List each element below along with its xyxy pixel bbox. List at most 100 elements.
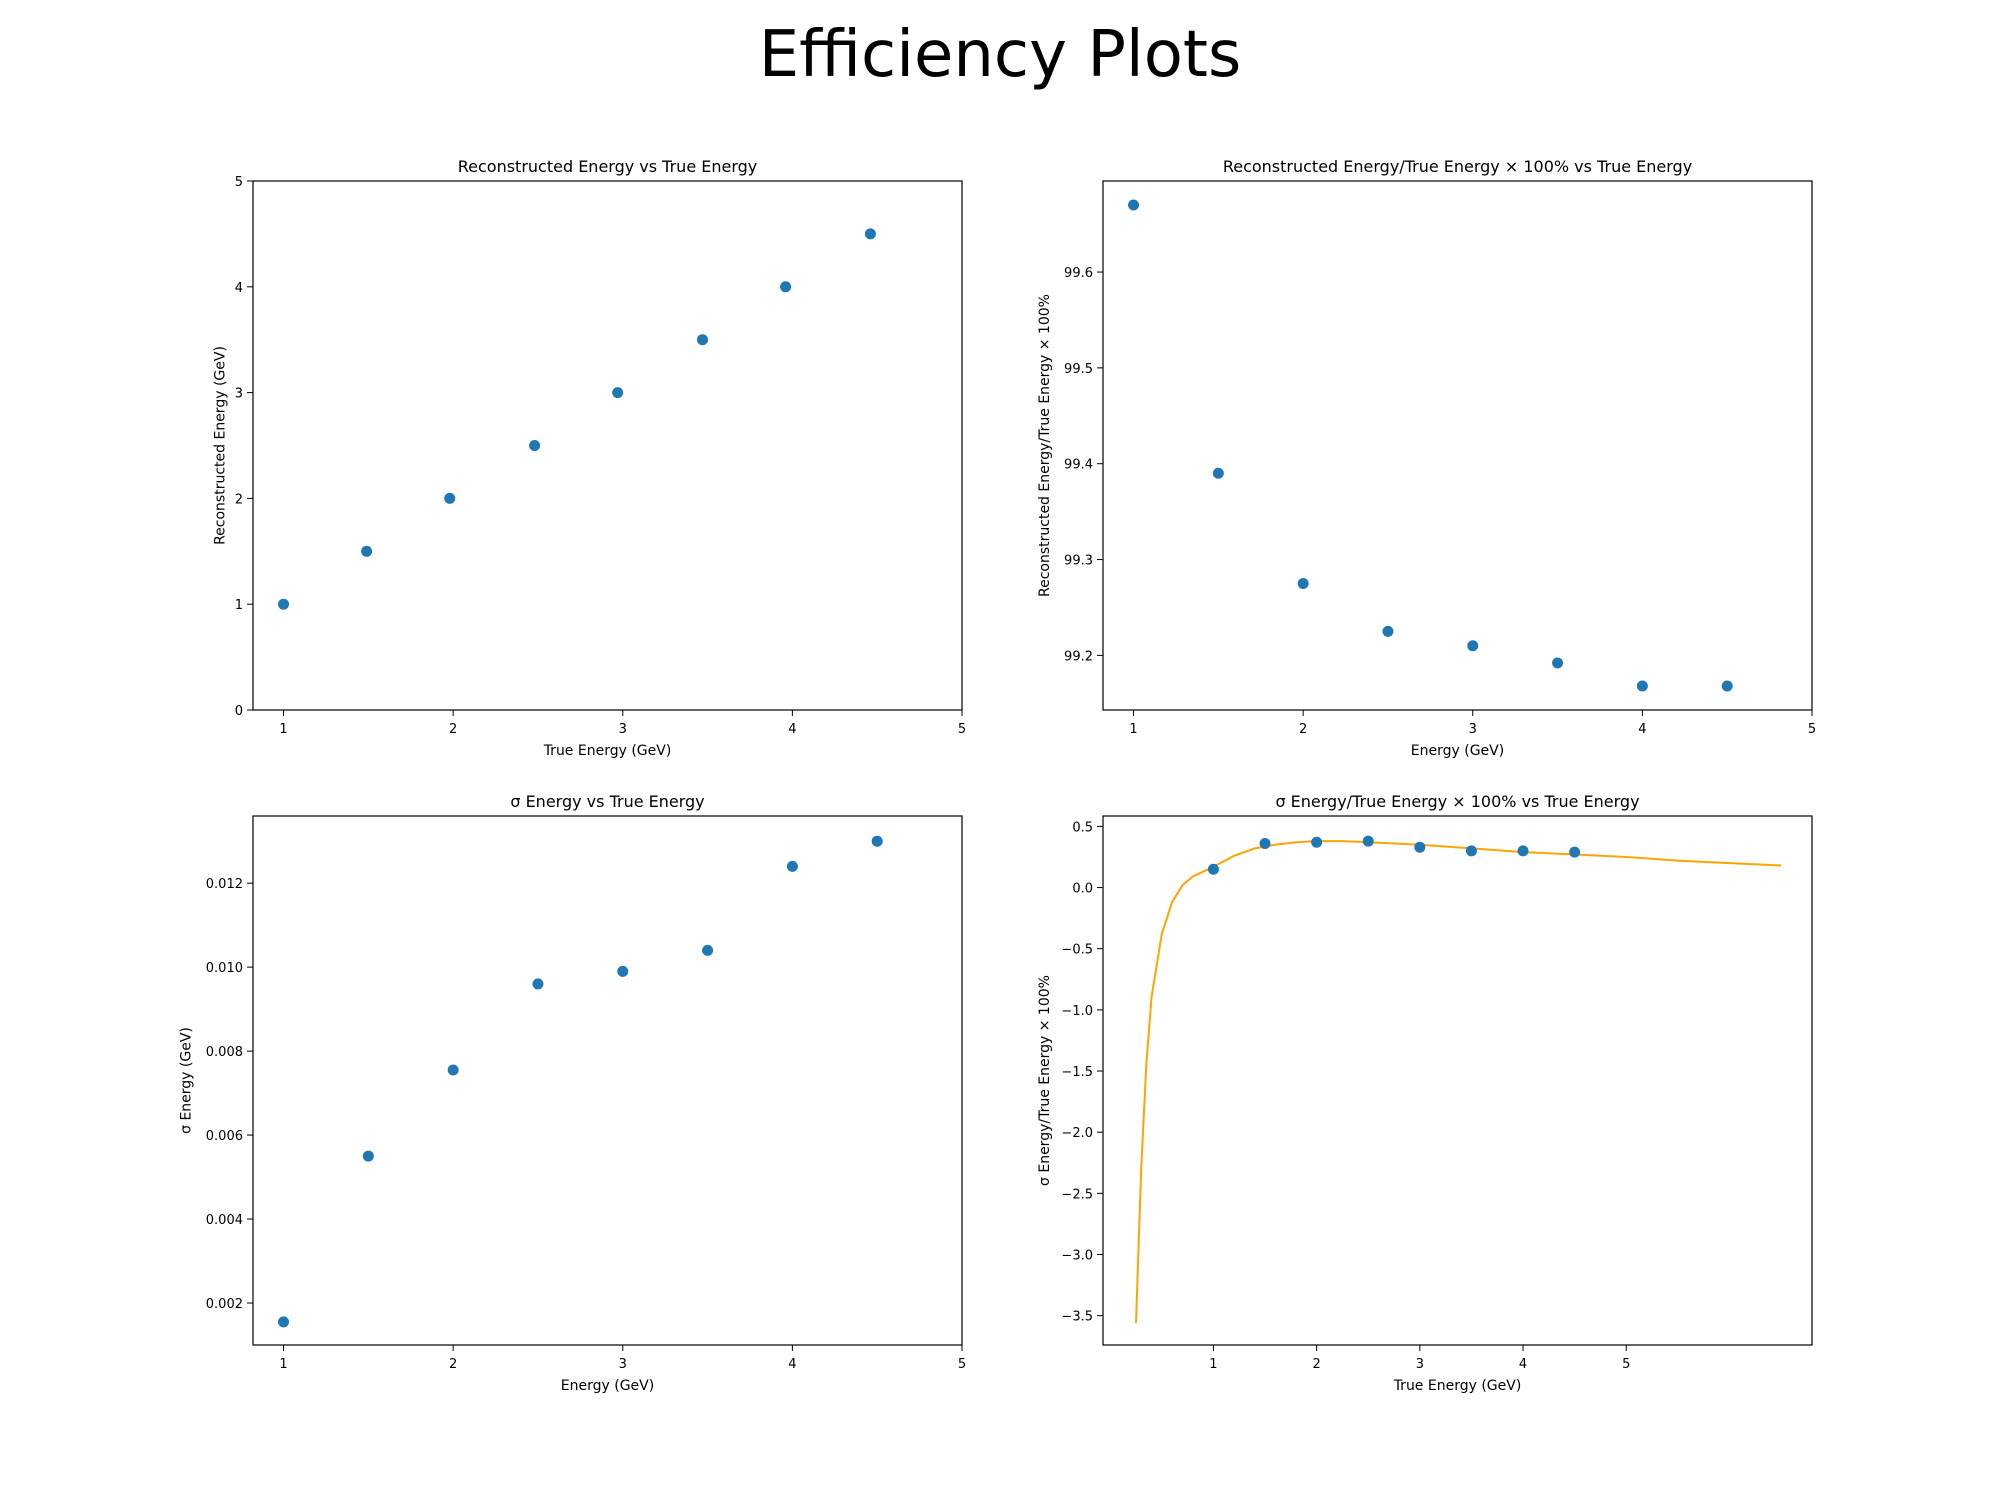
x-tick-label: 4 — [1519, 1357, 1527, 1372]
y-tick-label: −3.0 — [1061, 1248, 1093, 1263]
y-axis-label: Reconstructed Energy/True Energy × 100% — [1037, 294, 1053, 597]
data-point — [447, 1064, 459, 1076]
data-point — [696, 334, 708, 346]
data-point — [444, 492, 456, 504]
subplot-sigma-vs-true: σ Energy vs True Energy 1 2 3 4 5 0.002 0.004 0.… — [179, 792, 967, 1394]
x-tick-label: 5 — [1622, 1357, 1630, 1372]
y-tick-label: 99.2 — [1064, 649, 1093, 664]
x-tick-label: 5 — [958, 722, 966, 737]
subplot-title: Reconstructed Energy/True Energy × 100% … — [1223, 157, 1692, 176]
y-tick-label: 99.3 — [1064, 554, 1093, 569]
data-point — [1517, 845, 1529, 857]
y-tick-label: −1.5 — [1061, 1065, 1093, 1080]
data-point — [1721, 680, 1733, 692]
y-tick-label: 0.002 — [206, 1297, 243, 1312]
data-point — [278, 1316, 290, 1328]
x-tick-label: 1 — [279, 1357, 287, 1372]
y-tick-label: −3.5 — [1061, 1310, 1093, 1325]
y-tick-label: 0 — [235, 704, 243, 719]
data-point — [1311, 836, 1323, 848]
x-tick-label: 1 — [1209, 1357, 1217, 1372]
data-point — [278, 598, 290, 610]
x-tick-label: 4 — [788, 722, 796, 737]
data-point — [786, 860, 798, 872]
data-point — [1467, 640, 1479, 652]
x-tick-label: 3 — [1416, 1357, 1424, 1372]
y-tick-label: 0.0 — [1072, 882, 1093, 897]
subplot-reconstructed-vs-true: Reconstructed Energy vs True Energy 1 2 3 4 5… — [213, 157, 967, 759]
x-axis-label: True Energy (GeV) — [1393, 1378, 1522, 1394]
y-tick-label: 4 — [235, 281, 243, 296]
subplot-title: σ Energy vs True Energy — [510, 792, 704, 811]
subplot-ratio-vs-true: Reconstructed Energy/True Energy × 100% … — [1037, 157, 1816, 759]
data-point — [1212, 467, 1224, 479]
x-tick-label: 4 — [1638, 722, 1646, 737]
x-tick-label: 3 — [619, 1357, 627, 1372]
axes-frame — [1102, 815, 1813, 1346]
y-tick-label: 2 — [235, 492, 243, 507]
data-point — [1465, 845, 1477, 857]
figure-title: Efficiency Plots — [758, 18, 1242, 92]
y-tick-label: 5 — [235, 175, 243, 190]
y-axis-label: σ Energy (GeV) — [179, 1027, 195, 1134]
data-point — [871, 835, 883, 847]
data-point — [1259, 838, 1271, 850]
x-axis-label: Energy (GeV) — [1411, 743, 1504, 759]
y-tick-label: −2.5 — [1061, 1187, 1093, 1202]
axes-frame — [1102, 180, 1813, 711]
y-tick-label: 0.006 — [206, 1129, 243, 1144]
data-point — [1362, 835, 1374, 847]
data-point — [702, 944, 714, 956]
y-tick-label: 0.012 — [206, 877, 243, 892]
data-point — [532, 978, 544, 990]
y-tick-label: 0.008 — [206, 1045, 243, 1060]
x-tick-label: 5 — [1808, 722, 1816, 737]
subplot-sigma-ratio-vs-true: σ Energy/True Energy × 100% vs True Ener… — [1037, 792, 1813, 1394]
x-tick-label: 5 — [958, 1357, 966, 1372]
data-point — [780, 281, 792, 293]
y-tick-label: 0.010 — [206, 961, 243, 976]
y-axis-label: Reconstructed Energy (GeV) — [213, 346, 229, 545]
x-tick-label: 1 — [279, 722, 287, 737]
y-axis-label: σ Energy/True Energy × 100% — [1037, 975, 1053, 1186]
axes-frame — [252, 180, 963, 711]
subplot-title: σ Energy/True Energy × 100% vs True Ener… — [1275, 792, 1639, 811]
x-tick-label: 2 — [1299, 722, 1307, 737]
x-axis-label: Energy (GeV) — [561, 1378, 654, 1394]
x-tick-label: 1 — [1129, 722, 1137, 737]
y-tick-label: 99.4 — [1064, 458, 1093, 473]
data-point — [612, 387, 624, 399]
axes-frame — [252, 815, 963, 1346]
data-point — [1297, 578, 1309, 589]
data-point — [1128, 199, 1140, 211]
y-tick-label: 0.004 — [206, 1213, 243, 1228]
data-point — [1552, 657, 1564, 669]
y-tick-label: −2.0 — [1061, 1126, 1093, 1141]
data-point — [1569, 846, 1581, 858]
y-tick-label: 0.5 — [1072, 820, 1093, 835]
data-point — [1382, 625, 1394, 637]
data-point — [1207, 863, 1219, 875]
subplot-title: Reconstructed Energy vs True Energy — [458, 157, 758, 176]
y-tick-label: 1 — [235, 598, 243, 613]
fit-curve — [1135, 840, 1782, 1324]
x-tick-label: 3 — [619, 722, 627, 737]
y-tick-label: −1.0 — [1061, 1004, 1093, 1019]
x-axis-label: True Energy (GeV) — [543, 743, 672, 759]
data-point — [529, 440, 541, 451]
x-tick-label: 4 — [788, 1357, 796, 1372]
x-tick-label: 2 — [449, 1357, 457, 1372]
data-point — [617, 965, 629, 977]
data-point — [1636, 680, 1648, 692]
x-tick-label: 2 — [1312, 1357, 1320, 1372]
data-point — [864, 228, 876, 240]
data-point — [362, 1150, 374, 1162]
y-tick-label: 99.5 — [1064, 362, 1093, 377]
x-tick-label: 2 — [449, 722, 457, 737]
y-tick-label: 99.6 — [1064, 266, 1093, 281]
y-tick-label: 3 — [235, 387, 243, 402]
y-tick-label: −0.5 — [1061, 943, 1093, 958]
x-tick-label: 3 — [1469, 722, 1477, 737]
data-point — [1414, 841, 1426, 853]
